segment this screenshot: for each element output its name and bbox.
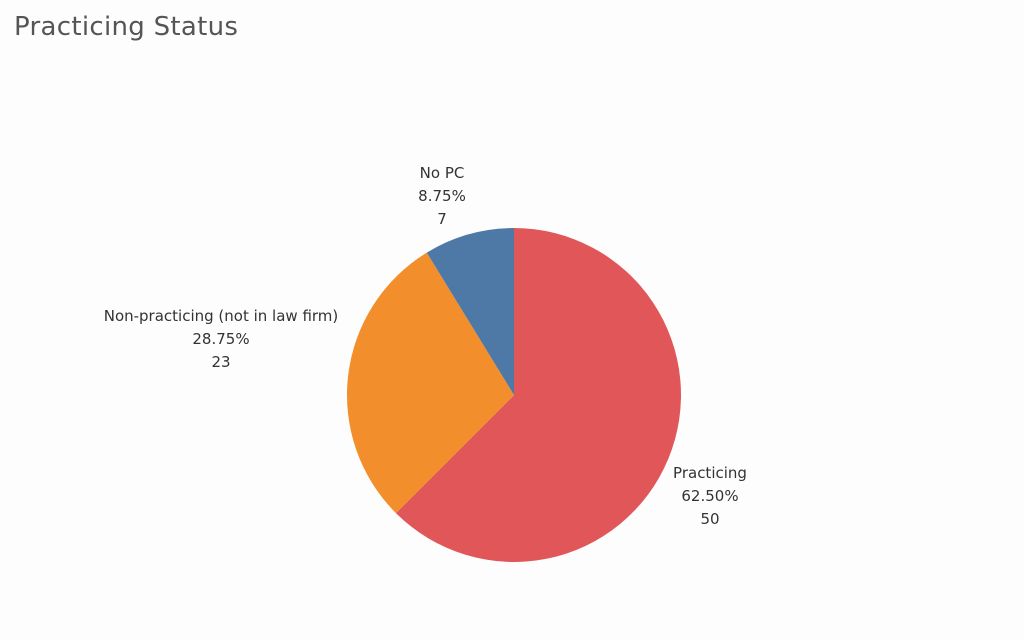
slice-label-percent: 8.75% [418,187,466,205]
pie-slice-non-practicing-not-in-law-firm[interactable] [346,252,514,514]
slice-label-value: 50 [700,510,719,528]
slice-label-non-practicing-not-in-law-firm: Non-practicing (not in law firm) 28.75% 23 [104,307,339,371]
slice-label-percent: 62.50% [681,487,738,505]
slice-label-value: 7 [437,210,447,228]
pie-slice-practicing[interactable] [395,228,681,562]
slice-label-name: Practicing [673,464,747,482]
slice-label-value: 23 [211,353,230,371]
slice-label-practicing: Practicing 62.50% 50 [673,464,747,528]
slice-label-no-pc: No PC 8.75% 7 [418,164,466,228]
slice-label-name: Non-practicing (not in law firm) [104,307,339,325]
slice-label-percent: 28.75% [192,330,249,348]
pie-slice-no-pc[interactable] [426,228,514,395]
slice-label-name: No PC [420,164,465,182]
chart-title: Practicing Status [14,12,239,42]
